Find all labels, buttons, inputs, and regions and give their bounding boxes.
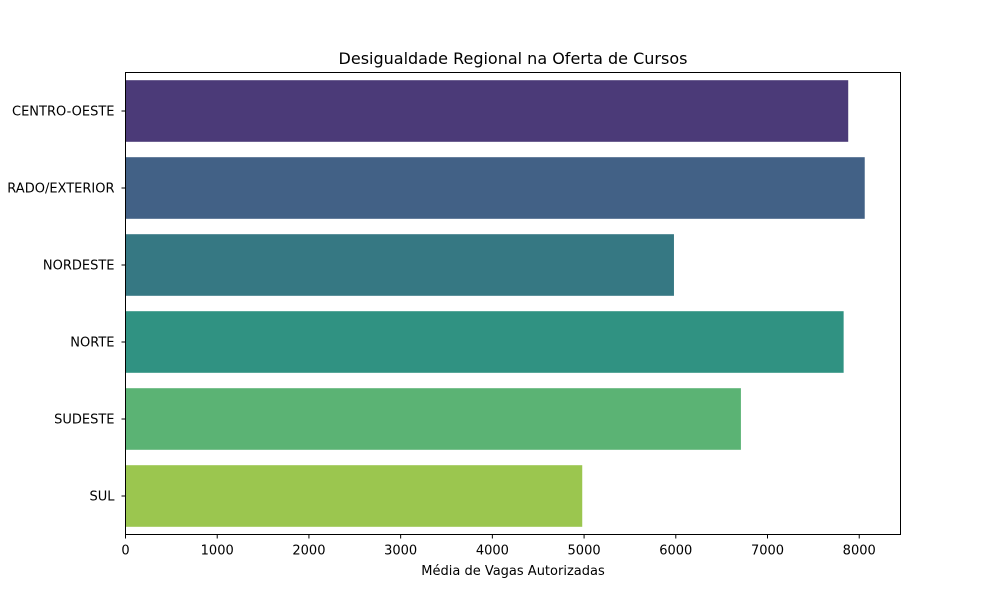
y-tick-label: SUL — [89, 490, 115, 505]
y-tick-label: RADO/EXTERIOR — [7, 182, 114, 197]
x-tick-label: 3000 — [384, 544, 417, 559]
x-tick-label: 0 — [121, 544, 129, 559]
bar-sudeste — [125, 388, 741, 450]
x-tick-label: 4000 — [476, 544, 509, 559]
bar-nordeste — [125, 234, 674, 296]
y-tick-label: CENTRO-OESTE — [12, 105, 115, 120]
y-axis-ticks: CENTRO-OESTE RADO/EXTERIOR NORDESTE NORTE SU… — [7, 105, 126, 505]
bar-centro-oeste — [125, 80, 849, 142]
bar-sul — [125, 465, 583, 527]
plot-frame — [125, 72, 901, 535]
bars-group — [125, 80, 865, 527]
x-axis-label: Média de Vagas Autorizadas — [421, 564, 605, 579]
x-tick-label: 7000 — [751, 544, 784, 559]
x-tick-label: 8000 — [843, 544, 876, 559]
x-tick-label: 5000 — [568, 544, 601, 559]
x-tick-label: 1000 — [201, 544, 234, 559]
y-tick-label: SUDESTE — [54, 413, 114, 428]
x-axis-ticks: 0 1000 2000 3000 4000 5000 6000 7000 8000 — [121, 534, 876, 559]
y-tick-label: NORDESTE — [43, 259, 115, 274]
x-tick-label: 6000 — [659, 544, 692, 559]
bar-rado-exterior — [125, 157, 865, 219]
y-tick-label: NORTE — [70, 336, 114, 351]
x-tick-label: 2000 — [292, 544, 325, 559]
bar-norte — [125, 311, 844, 373]
chart-title: Desigualdade Regional na Oferta de Curso… — [339, 49, 688, 68]
